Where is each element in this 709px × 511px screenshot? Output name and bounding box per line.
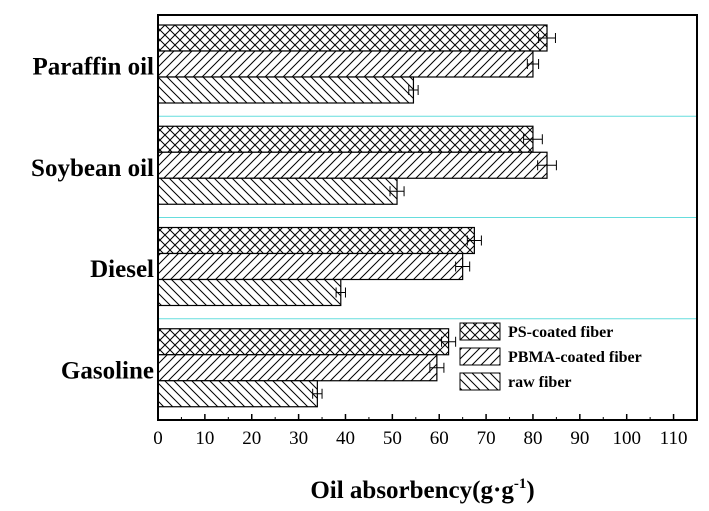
bar-ps-coated-fiber-diesel [157, 226, 475, 255]
bar-group [157, 24, 548, 408]
x-tick-label: 50 [383, 428, 402, 449]
error-bar-group [312, 33, 557, 399]
error-bar-ps-coated-fiber-diesel [466, 235, 482, 246]
bar-pbma-coated-fiber-diesel [157, 252, 464, 281]
x-tick-label: 110 [660, 428, 688, 449]
category-label-paraffin-oil: Paraffin oil [32, 54, 154, 81]
x-axis-tick-labels: 0 10 20 30 40 50 60 70 80 90 100 110 [153, 428, 687, 449]
x-axis-ticks [157, 414, 675, 420]
error-bar-raw-fiber-paraffin-oil [408, 85, 419, 95]
bar-ps-coated-fiber-soybean-oil [157, 125, 534, 153]
x-tick-label: 10 [195, 428, 214, 449]
x-axis-unit-open: ( [472, 477, 480, 504]
legend: PS-coated fiber PBMA-coated fiber raw fibe… [459, 322, 642, 391]
category-label-gasoline: Gasoline [61, 357, 154, 384]
bar-raw-fiber-soybean-oil [157, 177, 398, 205]
x-tick-label: 40 [336, 428, 355, 449]
bar-pbma-coated-fiber-paraffin-oil [157, 50, 534, 78]
x-tick-label: 100 [612, 428, 641, 449]
x-axis-title-text: Oil absorbency [310, 477, 472, 504]
legend-item-raw-fiber: raw fiber [459, 372, 572, 391]
plot-frame [157, 14, 698, 421]
error-bar-pbma-coated-fiber-diesel [455, 261, 471, 272]
bar-raw-fiber-gasoline [157, 380, 318, 408]
category-label-soybean-oil: Soybean oil [31, 155, 154, 182]
category-labels: Gasoline Diesel Soybean oil Paraffin oil [31, 54, 154, 385]
error-bar-ps-coated-fiber-paraffin-oil [538, 33, 556, 43]
x-axis-title: Oil absorbency(g·g-1) [310, 476, 534, 504]
error-bar-raw-fiber-diesel [335, 287, 346, 298]
x-tick-label: 0 [153, 428, 163, 449]
bar-pbma-coated-fiber-soybean-oil [157, 151, 548, 179]
x-axis-unit-close: ) [526, 477, 534, 504]
bar-raw-fiber-diesel [157, 278, 342, 307]
legend-label: PS-coated fiber [508, 324, 613, 341]
error-bar-raw-fiber-soybean-oil [389, 186, 405, 197]
category-separators [158, 115, 697, 320]
x-tick-label: 80 [523, 428, 542, 449]
bar-ps-coated-fiber-paraffin-oil [157, 24, 548, 52]
x-tick-label: 60 [430, 428, 449, 449]
x-tick-label: 70 [477, 428, 496, 449]
bar-raw-fiber-paraffin-oil [157, 76, 415, 104]
error-bar-ps-coated-fiber-soybean-oil [523, 134, 543, 145]
error-bar-raw-fiber-gasoline [312, 388, 323, 399]
legend-item-ps-coated-fiber: PS-coated fiber [459, 322, 613, 341]
error-bar-pbma-coated-fiber-soybean-oil [537, 160, 557, 171]
legend-item-pbma-coated-fiber: PBMA-coated fiber [459, 347, 642, 366]
x-tick-label: 90 [570, 428, 589, 449]
legend-swatch [459, 372, 501, 391]
legend-swatch [459, 347, 501, 366]
x-tick-label: 30 [289, 428, 308, 449]
x-tick-label: 20 [242, 428, 261, 449]
bar-ps-coated-fiber-gasoline [157, 328, 450, 356]
category-label-diesel: Diesel [90, 256, 154, 283]
error-bar-ps-coated-fiber-gasoline [441, 336, 457, 347]
error-bar-pbma-coated-fiber-gasoline [429, 362, 445, 373]
legend-label: raw fiber [508, 374, 572, 391]
x-axis-unit-sup: -1 [514, 476, 527, 492]
bar-pbma-coated-fiber-gasoline [157, 354, 438, 382]
x-axis-unit-base: g·g [480, 477, 514, 504]
legend-label: PBMA-coated fiber [508, 349, 642, 366]
error-bar-pbma-coated-fiber-paraffin-oil [526, 59, 540, 69]
legend-swatch [459, 322, 501, 341]
